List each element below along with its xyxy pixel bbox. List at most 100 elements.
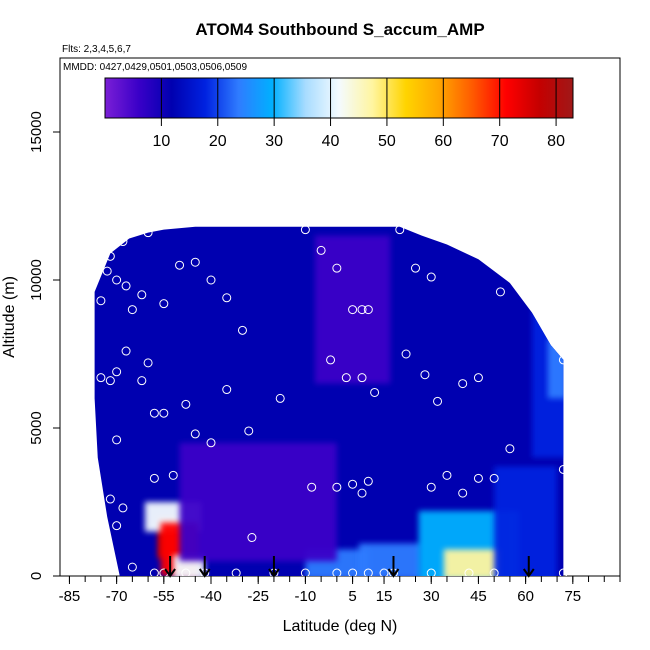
sample-point <box>181 568 191 576</box>
field-feature <box>494 466 558 576</box>
sample-point <box>247 533 257 543</box>
chart-title: ATOM4 Southbound S_accum_AMP <box>195 20 484 39</box>
colorbar-tick-label: 60 <box>434 133 452 150</box>
sample-point <box>348 479 358 489</box>
sample-point <box>143 228 153 238</box>
dates-label: MMDD: 0427,0429,0501,0503,0506,0509 <box>63 62 247 73</box>
sample-point <box>489 568 499 576</box>
sample-point <box>96 373 106 383</box>
sample-point <box>357 373 367 383</box>
sample-point <box>332 263 342 273</box>
sample-point <box>159 408 169 418</box>
sample-point <box>363 305 373 315</box>
sample-point <box>206 275 216 285</box>
sample-point <box>332 482 342 492</box>
sample-point <box>341 373 351 383</box>
sample-point <box>473 373 483 383</box>
sample-point <box>149 408 159 418</box>
sample-point <box>464 568 474 576</box>
sample-point <box>332 568 342 576</box>
sample-point <box>190 257 200 267</box>
sample-point <box>505 444 515 454</box>
sample-point <box>316 245 326 255</box>
sample-point <box>206 438 216 448</box>
colorbar-tick-label: 10 <box>152 133 170 150</box>
concentration-field <box>94 226 564 576</box>
sample-point <box>244 426 254 436</box>
sample-point <box>307 482 317 492</box>
sample-point <box>222 293 232 303</box>
sample-point <box>64 290 74 300</box>
sample-point <box>395 225 405 235</box>
sample-point <box>105 494 115 504</box>
sample-point <box>426 272 436 282</box>
field-feature <box>547 339 564 399</box>
x-axis: -85 -70 -55 -40 -25 -10 5 15 30 45 60 75 <box>59 576 621 605</box>
flights-label: Flts: 2,3,4,5,6,7 <box>62 44 131 55</box>
y-tick-label: 0 <box>28 572 45 580</box>
sample-point <box>558 355 568 365</box>
colorbar-tick-label: 30 <box>265 133 283 150</box>
field-feature <box>314 235 391 384</box>
sample-point <box>426 482 436 492</box>
sample-point <box>181 399 191 409</box>
sample-point <box>112 435 122 445</box>
x-tick-label: -25 <box>247 588 269 605</box>
sample-point <box>558 464 568 474</box>
sample-point <box>112 275 122 285</box>
sample-point <box>473 473 483 483</box>
sample-point <box>300 568 310 576</box>
sample-point <box>80 296 90 306</box>
sample-point <box>121 281 131 291</box>
colorbar-tick-label: 40 <box>322 133 340 150</box>
sample-point <box>190 429 200 439</box>
sample-point <box>127 305 137 315</box>
x-tick-label: -85 <box>59 588 81 605</box>
sample-point <box>96 296 106 306</box>
profile-arrow <box>387 556 400 578</box>
colorbar-tick-label: 50 <box>378 133 396 150</box>
x-axis-label: Latitude (deg N) <box>283 618 398 635</box>
colorbar-tick-label: 20 <box>209 133 227 150</box>
sample-point <box>370 387 380 397</box>
colorbar-tick-label: 80 <box>547 133 565 150</box>
x-tick-label: 60 <box>517 588 534 605</box>
sample-point <box>420 370 430 380</box>
sample-point <box>80 444 90 454</box>
sample-point <box>137 376 147 386</box>
sample-point <box>300 225 310 235</box>
profile-arrow <box>522 556 535 578</box>
sample-point <box>357 488 367 498</box>
sample-point <box>489 473 499 483</box>
sample-point <box>348 568 358 576</box>
sample-point <box>401 349 411 359</box>
sample-point <box>105 251 115 261</box>
sample-point <box>379 568 389 576</box>
y-tick-label: 10000 <box>28 259 45 301</box>
sample-point <box>231 568 241 576</box>
sample-point <box>175 260 185 270</box>
x-tick-label: 75 <box>564 588 581 605</box>
sample-point <box>363 568 373 576</box>
sample-point <box>105 376 115 386</box>
sample-point <box>102 266 112 276</box>
sample-point <box>363 476 373 486</box>
x-tick-label: -70 <box>106 588 128 605</box>
sample-point <box>495 287 505 297</box>
colorbar-tick-label: 70 <box>491 133 509 150</box>
y-tick-label: 15000 <box>28 111 45 153</box>
sample-point <box>159 299 169 309</box>
sample-point <box>558 568 568 576</box>
sample-point <box>222 385 232 395</box>
y-axis-label: Altitude (m) <box>1 276 18 358</box>
x-tick-label: 30 <box>423 588 440 605</box>
profile-arrows <box>164 556 535 578</box>
x-tick-label: 15 <box>376 588 393 605</box>
sample-point <box>411 263 421 273</box>
x-tick-label: -55 <box>153 588 175 605</box>
sample-point <box>137 290 147 300</box>
y-axis: 0 5000 10000 15000 <box>28 111 60 580</box>
sample-point <box>118 503 128 513</box>
sample-point <box>237 325 247 335</box>
colorbar: 10 20 30 40 50 60 70 80 <box>104 77 574 150</box>
